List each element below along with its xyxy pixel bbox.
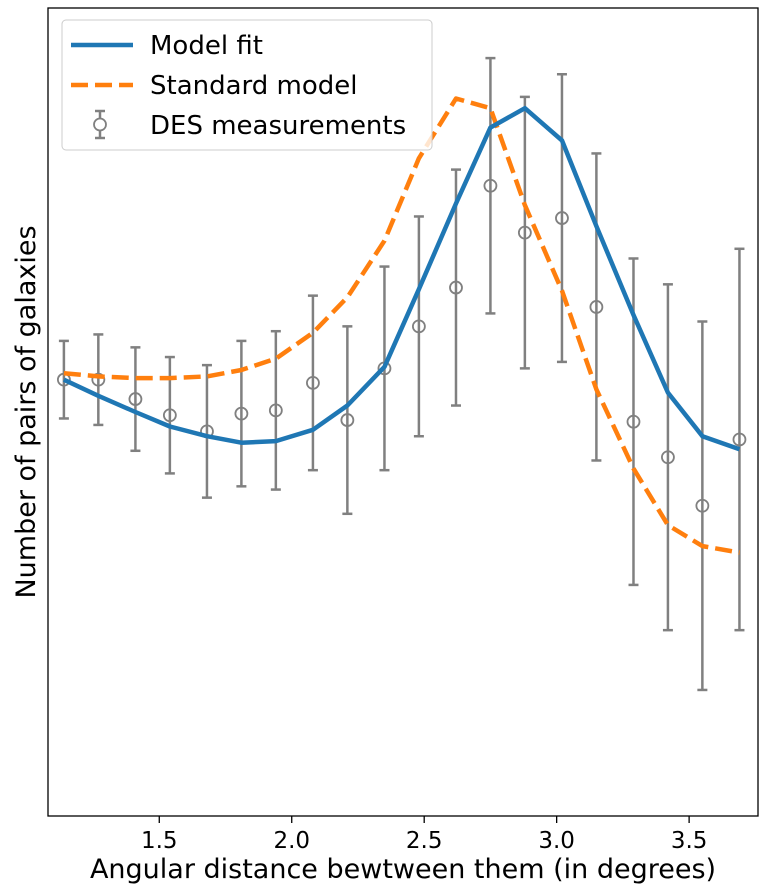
des-marker-3	[162, 408, 177, 423]
des-marker-19	[732, 432, 747, 447]
des-point-8	[340, 325, 355, 516]
des-marker-8	[340, 413, 355, 427]
y-axis-label: Number of pairs of galaxies	[11, 225, 42, 598]
des-point-19	[732, 247, 747, 632]
des-marker-14	[555, 211, 569, 225]
des-marker-16	[626, 414, 641, 429]
des-point-10	[411, 215, 426, 438]
des-point-6	[268, 329, 283, 491]
des-marker-17	[661, 450, 675, 465]
des-point-13	[517, 95, 532, 370]
des-marker-12	[483, 178, 498, 193]
des-marker-13	[517, 225, 532, 240]
x-tick-label-3: 3.0	[538, 828, 575, 854]
des-point-14	[555, 73, 569, 364]
series-layer	[56, 56, 747, 692]
legend-label-des-measurements: DES measurements	[150, 111, 406, 141]
des-marker-2	[128, 392, 143, 406]
legend-label-standard-model: Standard model	[150, 71, 358, 101]
des-point-17	[661, 283, 675, 632]
series-standard-model	[63, 96, 740, 555]
legend: Model fit Standard model DES measurement…	[61, 19, 433, 151]
legend-box	[61, 19, 433, 151]
des-marker-15	[589, 300, 604, 314]
des-marker-6	[268, 403, 283, 418]
des-point-1	[91, 333, 106, 427]
des-point-7	[306, 294, 320, 472]
des-marker-18	[695, 498, 710, 513]
des-point-0	[56, 339, 71, 420]
legend-swatch-des-marker	[93, 117, 107, 132]
des-point-2	[128, 346, 143, 453]
plot-frame	[47, 7, 759, 817]
x-tick-label-2: 2.5	[406, 828, 443, 854]
des-point-18	[695, 320, 710, 692]
des-point-15	[589, 152, 604, 462]
des-marker-11	[449, 280, 463, 295]
des-marker-5	[234, 406, 249, 421]
des-point-5	[234, 339, 249, 488]
des-marker-10	[411, 319, 426, 334]
legend-label-model-fit: Model fit	[150, 31, 263, 61]
des-marker-1	[91, 372, 106, 387]
des-point-12	[483, 56, 498, 315]
x-tick-label-1: 2.0	[273, 828, 310, 854]
series-model-fit	[62, 105, 741, 452]
x-tick-label-0: 1.5	[141, 828, 178, 854]
x-axis-label: Angular distance bewtween them (in degre…	[90, 854, 716, 885]
des-marker-7	[306, 376, 320, 390]
x-tick-label-4: 3.5	[671, 828, 708, 854]
x-axis-ticks: 1.5 2.0 2.5 3.0 3.5	[141, 816, 707, 854]
